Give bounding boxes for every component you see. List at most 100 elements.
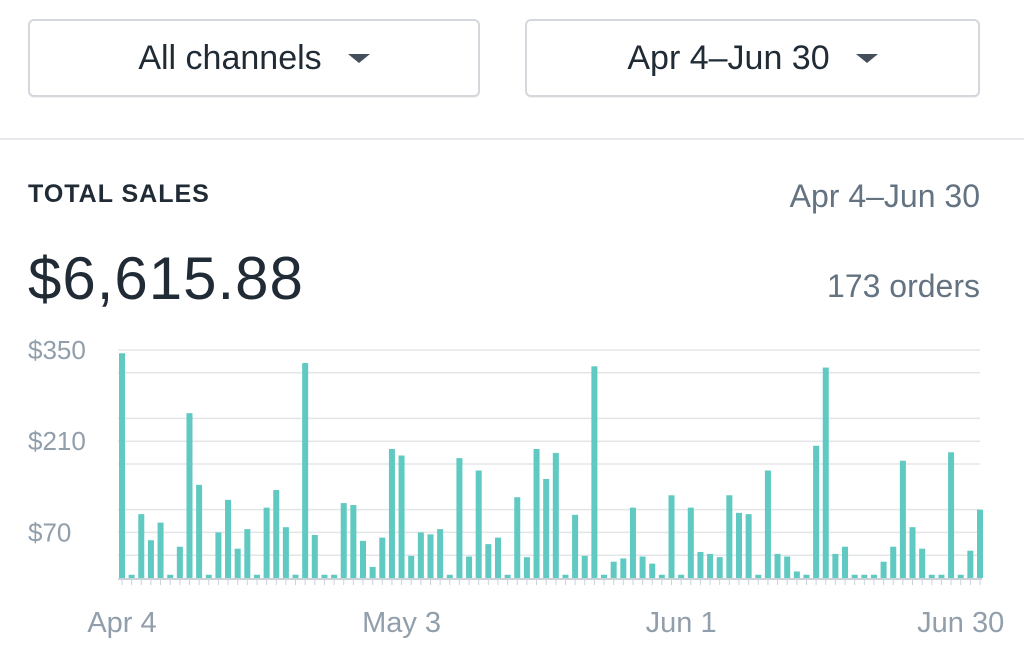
- chart-bar: [437, 529, 444, 578]
- chart-bar: [861, 574, 868, 578]
- x-tick-label: Jun 1: [646, 607, 717, 639]
- chart-bar: [523, 557, 530, 578]
- chart-bar: [369, 566, 376, 578]
- x-tick-label: May 3: [362, 607, 441, 639]
- chart-bar: [331, 574, 338, 578]
- chart-bar: [639, 556, 646, 578]
- card-title: TOTAL SALES: [28, 180, 210, 208]
- chart-bar: [234, 548, 241, 578]
- chart-bar: [938, 574, 945, 578]
- chart-bar: [716, 557, 723, 578]
- chart-bar: [215, 532, 222, 578]
- chart-bar: [456, 458, 463, 578]
- chart-bar: [842, 546, 849, 578]
- chart-bar: [870, 574, 877, 578]
- chart-bar: [321, 574, 328, 578]
- chart-bar: [793, 571, 800, 578]
- channel-dropdown-label: All channels: [138, 38, 322, 77]
- chart-bar: [601, 574, 608, 578]
- chart-bar: [928, 574, 935, 578]
- caret-down-icon: [347, 53, 370, 63]
- chart-bar: [514, 497, 521, 578]
- chart-bar: [504, 574, 511, 578]
- chart-bar: [610, 561, 617, 578]
- orders-count: 173 orders: [827, 268, 980, 304]
- chart-bar: [774, 553, 781, 578]
- chart-bar: [687, 507, 694, 578]
- chart-bar: [832, 553, 839, 578]
- chart-y-ticks: $350 $210 $70: [28, 335, 86, 547]
- chart-bar: [205, 574, 212, 578]
- chart-bar: [697, 551, 704, 578]
- chart-bar: [745, 514, 752, 578]
- card-date-range: Apr 4–Jun 30: [789, 178, 980, 214]
- chart-bar: [408, 555, 415, 578]
- chart-bar: [157, 522, 164, 578]
- chart-bar: [784, 556, 791, 578]
- chart-bar: [466, 556, 473, 578]
- chart-bar: [919, 548, 926, 578]
- chart-bar: [620, 558, 627, 578]
- chart-bar: [649, 563, 656, 578]
- channel-dropdown[interactable]: All channels: [28, 19, 480, 97]
- chart-bar: [957, 574, 964, 578]
- date-range-dropdown-label: Apr 4–Jun 30: [627, 38, 830, 77]
- x-tick-label: Jun 30: [917, 607, 1004, 639]
- chart-bar: [128, 574, 135, 578]
- chart-bar: [138, 514, 145, 578]
- chart-bar: [417, 532, 424, 578]
- chart-bar: [225, 499, 232, 578]
- chart-bar: [909, 527, 916, 578]
- chart-bar: [543, 478, 550, 578]
- y-tick-label: $210: [28, 426, 86, 456]
- chart-bar: [581, 555, 588, 578]
- chart-bar: [572, 514, 579, 578]
- chart-x-axis: [118, 578, 982, 585]
- x-tick-label: Apr 4: [87, 607, 156, 639]
- chart-bar: [253, 574, 260, 578]
- y-tick-label: $350: [28, 335, 86, 365]
- chart-bar: [533, 449, 540, 578]
- chart-x-ticks: Apr 4 May 3 Jun 1 Jun 30: [87, 607, 1004, 639]
- chart-bar: [890, 546, 897, 578]
- chart-bar: [119, 353, 125, 578]
- chart-bar: [446, 574, 453, 578]
- chart-bar: [813, 445, 820, 578]
- chart-bar: [244, 529, 251, 578]
- chart-bar: [899, 460, 906, 578]
- chart-bar: [360, 540, 367, 578]
- chart-bar: [851, 574, 858, 578]
- chart-bar: [147, 540, 154, 578]
- chart-bar: [388, 449, 395, 578]
- date-range-dropdown[interactable]: Apr 4–Jun 30: [525, 19, 980, 97]
- chart-bar: [263, 507, 270, 578]
- chart-bar: [552, 452, 559, 578]
- chart-bar: [977, 509, 983, 578]
- chart-bar: [350, 505, 357, 578]
- chart-bar: [629, 507, 636, 578]
- chart-gridlines: [118, 349, 980, 556]
- caret-down-icon: [855, 53, 878, 63]
- chart-bar: [282, 527, 289, 578]
- chart-bar: [880, 561, 887, 578]
- chart-bar: [494, 537, 501, 578]
- chart-bar: [273, 490, 280, 578]
- chart-bar: [186, 413, 193, 578]
- chart-bar: [167, 574, 174, 578]
- chart-bar: [292, 574, 299, 578]
- chart-bar: [967, 550, 974, 578]
- chart-bar: [302, 363, 309, 578]
- chart-bar: [485, 544, 492, 578]
- chart-bar: [707, 553, 714, 578]
- chart-bar: [668, 495, 675, 578]
- chart-bar: [678, 574, 685, 578]
- chart-bar: [176, 546, 183, 578]
- chart-bars: [119, 353, 983, 578]
- total-sales-value: $6,615.88: [28, 245, 304, 312]
- chart-bar: [379, 537, 386, 578]
- chart-bar: [311, 535, 318, 578]
- chart-bar: [475, 470, 482, 578]
- chart-bar: [658, 574, 665, 578]
- chart-bar: [764, 470, 771, 578]
- chart-bar: [398, 455, 405, 578]
